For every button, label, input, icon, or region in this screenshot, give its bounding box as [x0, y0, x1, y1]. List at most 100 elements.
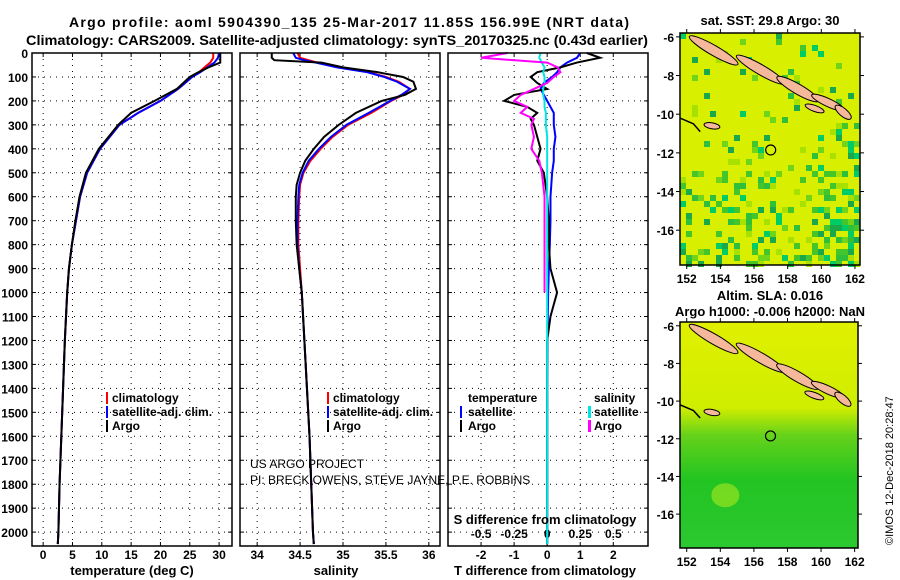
sst-cell: [734, 183, 740, 189]
sst-cell: [758, 183, 764, 189]
sst-map-title: sat. SST: 29.8 Argo: 30: [701, 13, 840, 28]
sst-cell: [818, 147, 824, 153]
sst-cell: [842, 249, 848, 255]
sst-cell: [752, 141, 758, 147]
sst-cell: [824, 225, 830, 231]
coastline: [679, 404, 701, 419]
sst-cell: [716, 243, 722, 249]
sst-cell: [818, 87, 824, 93]
lon-tick-label: 162: [845, 272, 865, 286]
sst-cell: [848, 255, 854, 261]
sst-cell: [710, 207, 716, 213]
sst-cell: [800, 177, 806, 183]
sst-cell: [854, 195, 860, 201]
legend-s-satellite: satellite: [594, 405, 639, 419]
series-argo: [56, 53, 222, 545]
sst-cell: [770, 177, 776, 183]
sst-cell: [794, 105, 800, 111]
sst-cell: [692, 255, 698, 261]
sst-cell: [848, 93, 854, 99]
sst-cell: [734, 255, 740, 261]
sst-cell: [746, 219, 752, 225]
sst-cell: [836, 225, 842, 231]
lon-tick-label: 154: [710, 555, 730, 569]
sst-cell: [680, 243, 686, 249]
sst-cell: [680, 189, 686, 195]
lat-tick-label: -8: [663, 357, 674, 371]
island-shape: [834, 104, 852, 120]
sst-cell: [842, 183, 848, 189]
sst-cell: [842, 219, 848, 225]
sst-cell: [752, 213, 758, 219]
sst-cell: [746, 213, 752, 219]
island-shape: [804, 103, 825, 114]
sst-cell: [824, 243, 830, 249]
lat-tick-label: -16: [657, 224, 675, 238]
sst-cell: [704, 93, 710, 99]
island-shape: [703, 122, 721, 130]
sst-cell: [812, 171, 818, 177]
sst-cell: [836, 171, 842, 177]
sst-cell: [836, 63, 842, 69]
sst-cell: [728, 147, 734, 153]
legend-s-argo: Argo: [594, 419, 622, 433]
sst-cell: [758, 147, 764, 153]
sst-cell: [692, 111, 698, 117]
sst-cell: [722, 249, 728, 255]
depth-tick-label: 2000: [1, 526, 28, 540]
sst-cell: [794, 99, 800, 105]
sst-cell: [728, 237, 734, 243]
sst-cell: [740, 183, 746, 189]
sst-cell: [800, 255, 806, 261]
sst-cell: [770, 237, 776, 243]
lat-tick-label: -12: [657, 147, 675, 161]
sst-cell: [764, 183, 770, 189]
sst-cell: [836, 249, 842, 255]
sst-cell: [836, 237, 842, 243]
sst-cell: [716, 231, 722, 237]
island-shape: [688, 323, 739, 355]
x-tick-label: 15: [124, 548, 138, 562]
lat-tick-label: -8: [663, 70, 674, 84]
temperature-xlabel: temperature (deg C): [70, 563, 194, 578]
sst-cell: [824, 195, 830, 201]
sst-cell: [848, 225, 854, 231]
series-temperature-argo: [501, 52, 604, 545]
sst-cell: [848, 153, 854, 159]
sst-cell: [752, 147, 758, 153]
sst-map: 152 154 156 158 160 162 -6 -8 -10 -12 -14 -16: [657, 29, 865, 286]
sst-cell: [716, 177, 722, 183]
sst-cell: [740, 177, 746, 183]
s-diff-tick-label: 0.25: [569, 527, 593, 541]
sst-cell: [758, 207, 764, 213]
legend-argo: Argo: [333, 419, 361, 433]
x-tick-label: 0: [544, 548, 551, 562]
sst-cell: [758, 153, 764, 159]
depth-tick-label: 700: [8, 215, 28, 229]
sst-cell: [686, 219, 692, 225]
s-diff-tick-label: -0.25: [500, 527, 528, 541]
depth-tick-label: 200: [8, 95, 28, 109]
sst-cell: [722, 243, 728, 249]
sst-cell: [764, 255, 770, 261]
sst-cell: [806, 165, 812, 171]
sst-cell: [722, 207, 728, 213]
sst-cell: [812, 231, 818, 237]
sst-cell: [746, 261, 752, 267]
sst-cell: [758, 255, 764, 261]
legend-climatology: climatology: [333, 391, 400, 405]
sst-cell: [698, 171, 704, 177]
sst-cell: [854, 123, 860, 129]
sst-cell: [848, 195, 854, 201]
sst-cell: [848, 231, 854, 237]
temperature-panel: 0 5 10 15 20 25 300100200300400500600700800900…: [1, 47, 233, 562]
sst-cell: [680, 249, 686, 255]
sst-cell: [818, 135, 824, 141]
sst-cell: [686, 261, 692, 267]
sst-cell: [782, 255, 788, 261]
sst-cell: [776, 33, 782, 39]
sst-cell: [848, 243, 854, 249]
sst-cell: [800, 201, 806, 207]
sst-cell: [854, 237, 860, 243]
plot-frame: [447, 52, 649, 547]
